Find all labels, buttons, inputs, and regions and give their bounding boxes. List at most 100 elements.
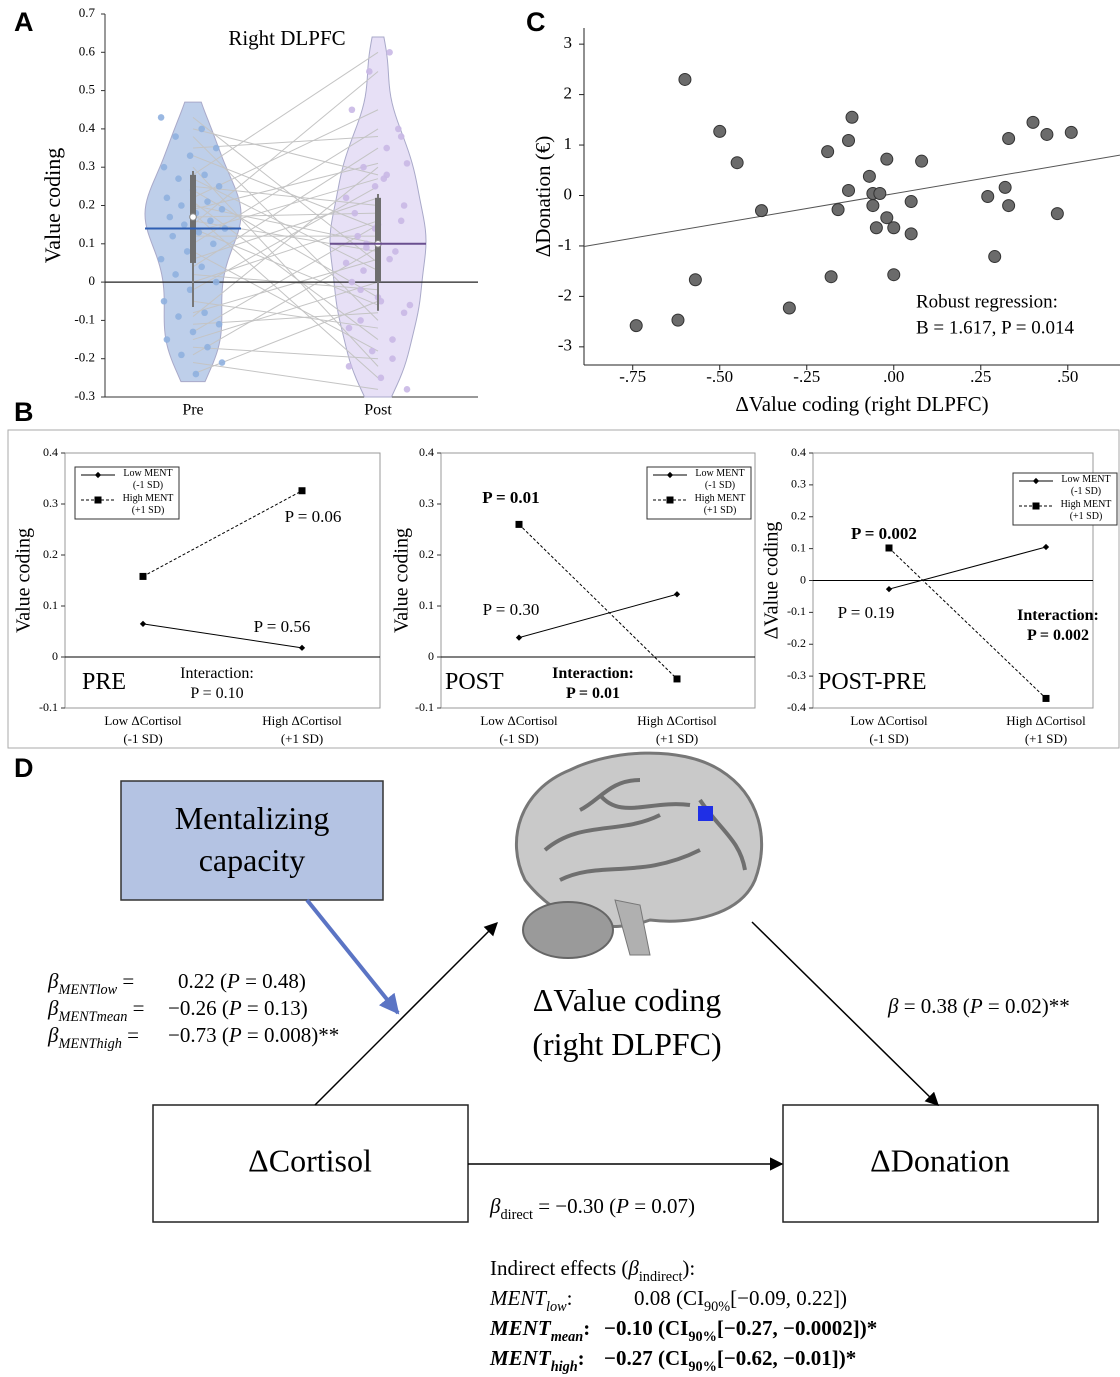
y-tick-label: -0.3 <box>74 388 95 403</box>
text-run: : <box>578 1346 585 1370</box>
x-tick-label-box: High ΔCortisol (+1 SD) <box>592 712 762 752</box>
y-tick-label: 0.4 <box>791 445 806 459</box>
data-point <box>989 251 1001 263</box>
data-point <box>395 126 402 133</box>
data-point <box>1051 208 1063 220</box>
text-run: −0.10 (CI <box>604 1316 688 1340</box>
y-tick-label: -0.1 <box>39 700 58 714</box>
x-tick-label: High ΔCortisol (+1 SD) <box>592 712 762 748</box>
data-point <box>193 371 200 378</box>
data-point <box>846 111 858 123</box>
text-run: β <box>489 1194 501 1218</box>
moderator-label: Mentalizing capacity <box>121 797 383 881</box>
x-tick-label-box: Low ΔCortisol (-1 SD) <box>804 712 974 752</box>
data-point <box>184 248 191 255</box>
moderator-label-box: Mentalizing capacity <box>121 797 383 887</box>
data-point <box>383 145 390 152</box>
data-point <box>407 302 414 309</box>
data-point <box>832 204 844 216</box>
data-point <box>366 68 373 75</box>
data-point <box>372 183 379 190</box>
a-path-coef-value: 0.22 (P = 0.48) <box>178 969 306 993</box>
data-point <box>916 155 928 167</box>
y-tick-label: 0 <box>564 184 573 203</box>
data-point <box>401 202 408 209</box>
data-point <box>398 133 405 140</box>
data-point <box>201 172 208 179</box>
data-point <box>198 263 205 270</box>
x-node-label: ΔCortisol <box>248 1142 372 1178</box>
data-point <box>1065 126 1077 138</box>
text-run: [−0.62, −0.01])* <box>717 1346 856 1370</box>
text-run: = <box>122 1023 139 1047</box>
text-run: P <box>969 994 983 1018</box>
data-point <box>346 363 353 370</box>
data-point <box>213 145 220 152</box>
text-run: : <box>583 1316 590 1340</box>
data-point <box>349 106 356 113</box>
y-axis-label: Value coding <box>13 528 35 633</box>
text-run: P <box>226 969 240 993</box>
x-tick-label: High ΔCortisol (+1 SD) <box>961 712 1120 748</box>
data-point <box>213 279 220 286</box>
data-point <box>352 210 359 217</box>
data-point <box>219 359 226 366</box>
text-run: −0.73 ( <box>168 1023 229 1047</box>
marker <box>140 573 147 580</box>
x-tick-label-box: High ΔCortisol (+1 SD) <box>961 712 1120 752</box>
panel-title-box: POST-PRE <box>818 667 958 699</box>
text-run: MENT <box>489 1346 552 1370</box>
text-run: MENTmean <box>57 1009 127 1025</box>
marker <box>95 497 102 504</box>
y-tick-label: -0.2 <box>787 636 806 650</box>
y-node-label: ΔDonation <box>870 1142 1010 1178</box>
panel-label: B <box>14 397 34 427</box>
legend-label-box: Low MENT (-1 SD) <box>1053 474 1119 500</box>
data-point <box>783 302 795 314</box>
data-point <box>756 205 768 217</box>
data-point <box>346 325 353 332</box>
y-axis-label: ΔValue coding <box>761 522 783 640</box>
data-point <box>343 195 350 202</box>
x-tick-label: .25 <box>970 367 991 386</box>
legend-label: Low MENT (-1 SD) <box>1053 474 1119 498</box>
text-run: MENT <box>489 1316 552 1340</box>
annotation: P = 0.002 <box>804 524 964 544</box>
y-tick-label: 0.4 <box>79 120 96 135</box>
data-point <box>349 279 356 286</box>
text-run: high <box>551 1359 578 1375</box>
y-tick-label: 0.3 <box>791 477 806 491</box>
data-point <box>216 321 223 328</box>
legend-label-box: Low MENT (-1 SD) <box>115 468 181 494</box>
text-run: low <box>546 1299 567 1315</box>
marker <box>886 544 893 551</box>
data-point <box>381 175 388 182</box>
text-run: : <box>567 1286 573 1310</box>
x-tick-label: Low ΔCortisol (-1 SD) <box>58 712 228 748</box>
data-point <box>863 170 875 182</box>
y-tick-label: 0.2 <box>79 196 95 211</box>
data-point <box>187 152 194 159</box>
data-point <box>169 233 176 240</box>
text-run: β <box>47 1023 59 1047</box>
data-point <box>198 126 205 133</box>
data-point <box>161 298 168 305</box>
data-point <box>161 164 168 171</box>
data-point <box>714 125 726 137</box>
a-path-coef-value: −0.26 (P = 0.13) <box>168 996 308 1020</box>
marker <box>1043 695 1050 702</box>
data-point <box>870 222 882 234</box>
annotation: Interaction: P = 0.002 <box>978 606 1120 646</box>
y-tick-label: -1 <box>558 235 572 254</box>
annotation: Robust regression: <box>916 291 1058 312</box>
text-run: = <box>127 996 144 1020</box>
data-point <box>158 256 165 263</box>
data-point <box>360 267 367 274</box>
text-run: = 0.07) <box>629 1194 695 1218</box>
annotation: P = 0.06 <box>233 507 393 527</box>
text-run: P <box>228 996 242 1020</box>
legend-label: High MENT (+1 SD) <box>115 493 181 517</box>
y-tick-label: 0 <box>52 649 58 663</box>
data-point <box>354 233 361 240</box>
data-point <box>204 198 211 205</box>
